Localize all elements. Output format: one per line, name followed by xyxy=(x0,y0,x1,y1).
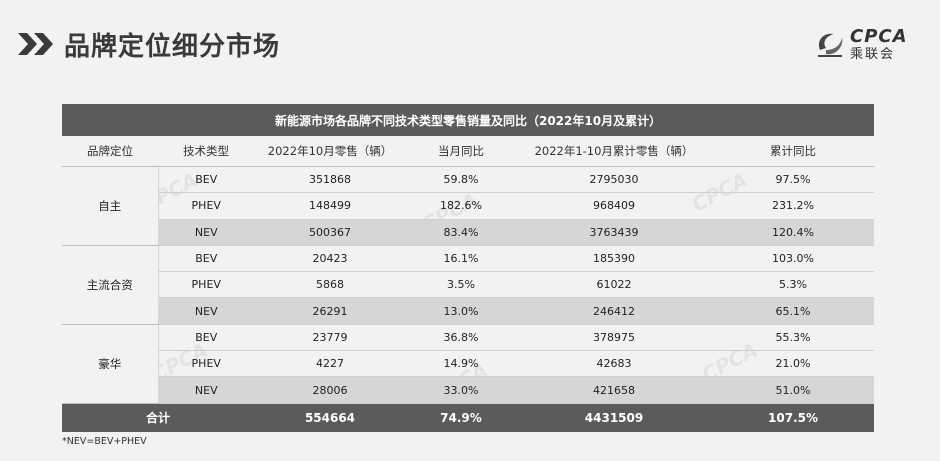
oct-yoy-cell: 182.6% xyxy=(406,192,516,220)
ytd-sales-cell: 61022 xyxy=(516,271,712,299)
oct-sales-cell: 23779 xyxy=(254,324,406,352)
ytd-yoy-cell: 51.0% xyxy=(712,376,875,404)
tech-type-cell: PHEV xyxy=(158,192,254,220)
cpca-emblem-icon xyxy=(818,33,843,57)
ytd-sales-cell: 185390 xyxy=(516,245,712,273)
total-row: 合计 554664 74.9% 4431509 107.5% xyxy=(62,403,875,432)
oct-sales-cell: 20423 xyxy=(254,245,406,273)
ytd-sales-cell: 42683 xyxy=(516,350,712,378)
ytd-sales-cell: 378975 xyxy=(516,324,712,352)
ytd-yoy-cell: 97.5% xyxy=(712,166,875,194)
oct-yoy-cell: 36.8% xyxy=(406,324,516,352)
tech-type-cell: PHEV xyxy=(158,350,254,378)
tech-type-cell: BEV xyxy=(158,324,254,352)
oct-sales-cell: 5868 xyxy=(254,271,406,299)
table-row: NEV 28006 33.0% 421658 51.0% xyxy=(62,376,875,404)
column-header: 技术类型 xyxy=(158,136,254,167)
table-row: 豪华 BEV 23779 36.8% 378975 55.3% xyxy=(62,324,875,404)
column-header: 2022年1-10月累计零售（辆） xyxy=(516,136,712,167)
oct-sales-cell: 4227 xyxy=(254,350,406,378)
oct-yoy-cell: 83.4% xyxy=(406,219,516,246)
footnote: *NEV=BEV+PHEV xyxy=(62,436,147,447)
brand-group-cell: 豪华 xyxy=(62,324,159,404)
oct-sales-cell: 500367 xyxy=(254,219,406,246)
oct-yoy-cell: 14.9% xyxy=(406,350,516,378)
column-header: 当月同比 xyxy=(406,136,516,167)
logo-chinese: 乘联会 xyxy=(850,46,896,62)
oct-yoy-cell: 13.0% xyxy=(406,297,516,325)
ytd-yoy-cell: 65.1% xyxy=(712,297,875,325)
oct-sales-cell: 351868 xyxy=(254,166,406,194)
tech-type-cell: NEV xyxy=(158,376,254,404)
ytd-yoy-cell: 120.4% xyxy=(712,219,875,246)
tech-type-cell: BEV xyxy=(158,245,254,273)
total-ytd-yoy: 107.5% xyxy=(712,403,875,432)
ytd-yoy-cell: 5.3% xyxy=(712,271,875,299)
oct-yoy-cell: 3.5% xyxy=(406,271,516,299)
oct-yoy-cell: 16.1% xyxy=(406,245,516,273)
ytd-sales-cell: 2795030 xyxy=(516,166,712,194)
table-row: 自主 BEV 351868 59.8% 2795030 97.5% xyxy=(62,166,875,246)
oct-yoy-cell: 59.8% xyxy=(406,166,516,194)
title-bar: 品牌定位细分市场 xyxy=(18,24,280,64)
tech-type-cell: NEV xyxy=(158,219,254,246)
ytd-sales-cell: 968409 xyxy=(516,192,712,220)
oct-yoy-cell: 33.0% xyxy=(406,376,516,404)
total-ytd: 4431509 xyxy=(516,403,712,432)
ytd-yoy-cell: 21.0% xyxy=(712,350,875,378)
column-header: 累计同比 xyxy=(712,136,875,167)
table-header: 品牌定位 技术类型 2022年10月零售（辆） 当月同比 2022年1-10月累… xyxy=(62,136,875,167)
brand-group-cell: 自主 xyxy=(62,166,159,246)
oct-sales-cell: 148499 xyxy=(254,192,406,220)
table-row: 主流合资 BEV 20423 16.1% 185390 103.0% xyxy=(62,245,875,325)
total-oct-yoy: 74.9% xyxy=(406,403,516,432)
ytd-sales-cell: 246412 xyxy=(516,297,712,325)
column-header: 品牌定位 xyxy=(62,136,158,167)
table-row: NEV 500367 83.4% 3763439 120.4% xyxy=(62,219,875,246)
page-title: 品牌定位细分市场 xyxy=(64,31,281,62)
oct-sales-cell: 28006 xyxy=(254,376,406,404)
tech-type-cell: NEV xyxy=(158,297,254,325)
brand-group-cell: 主流合资 xyxy=(62,245,159,325)
table-row: PHEV 5868 3.5% 61022 5.3% xyxy=(62,271,875,299)
cpca-logo: CPCA 乘联会 xyxy=(812,22,920,66)
ytd-yoy-cell: 103.0% xyxy=(712,245,875,273)
tech-type-cell: BEV xyxy=(158,166,254,194)
table-row: NEV 26291 13.0% 246412 65.1% xyxy=(62,297,875,325)
column-header: 2022年10月零售（辆） xyxy=(254,136,406,167)
ytd-yoy-cell: 55.3% xyxy=(712,324,875,352)
table-caption: 新能源市场各品牌不同技术类型零售销量及同比（2022年10月及累计） xyxy=(62,104,875,136)
ytd-sales-cell: 3763439 xyxy=(516,219,712,246)
total-label: 合计 xyxy=(62,403,254,432)
sales-table: 新能源市场各品牌不同技术类型零售销量及同比（2022年10月及累计） 品牌定位 … xyxy=(62,104,875,432)
tech-type-cell: PHEV xyxy=(158,271,254,299)
double-chevron-icon xyxy=(18,31,56,57)
ytd-yoy-cell: 231.2% xyxy=(712,192,875,220)
oct-sales-cell: 26291 xyxy=(254,297,406,325)
logo-wordmark: CPCA xyxy=(850,25,908,47)
ytd-sales-cell: 421658 xyxy=(516,376,712,404)
table-row: PHEV 4227 14.9% 42683 21.0% xyxy=(62,350,875,378)
total-oct: 554664 xyxy=(254,403,406,432)
table-row: PHEV 148499 182.6% 968409 231.2% xyxy=(62,192,875,220)
